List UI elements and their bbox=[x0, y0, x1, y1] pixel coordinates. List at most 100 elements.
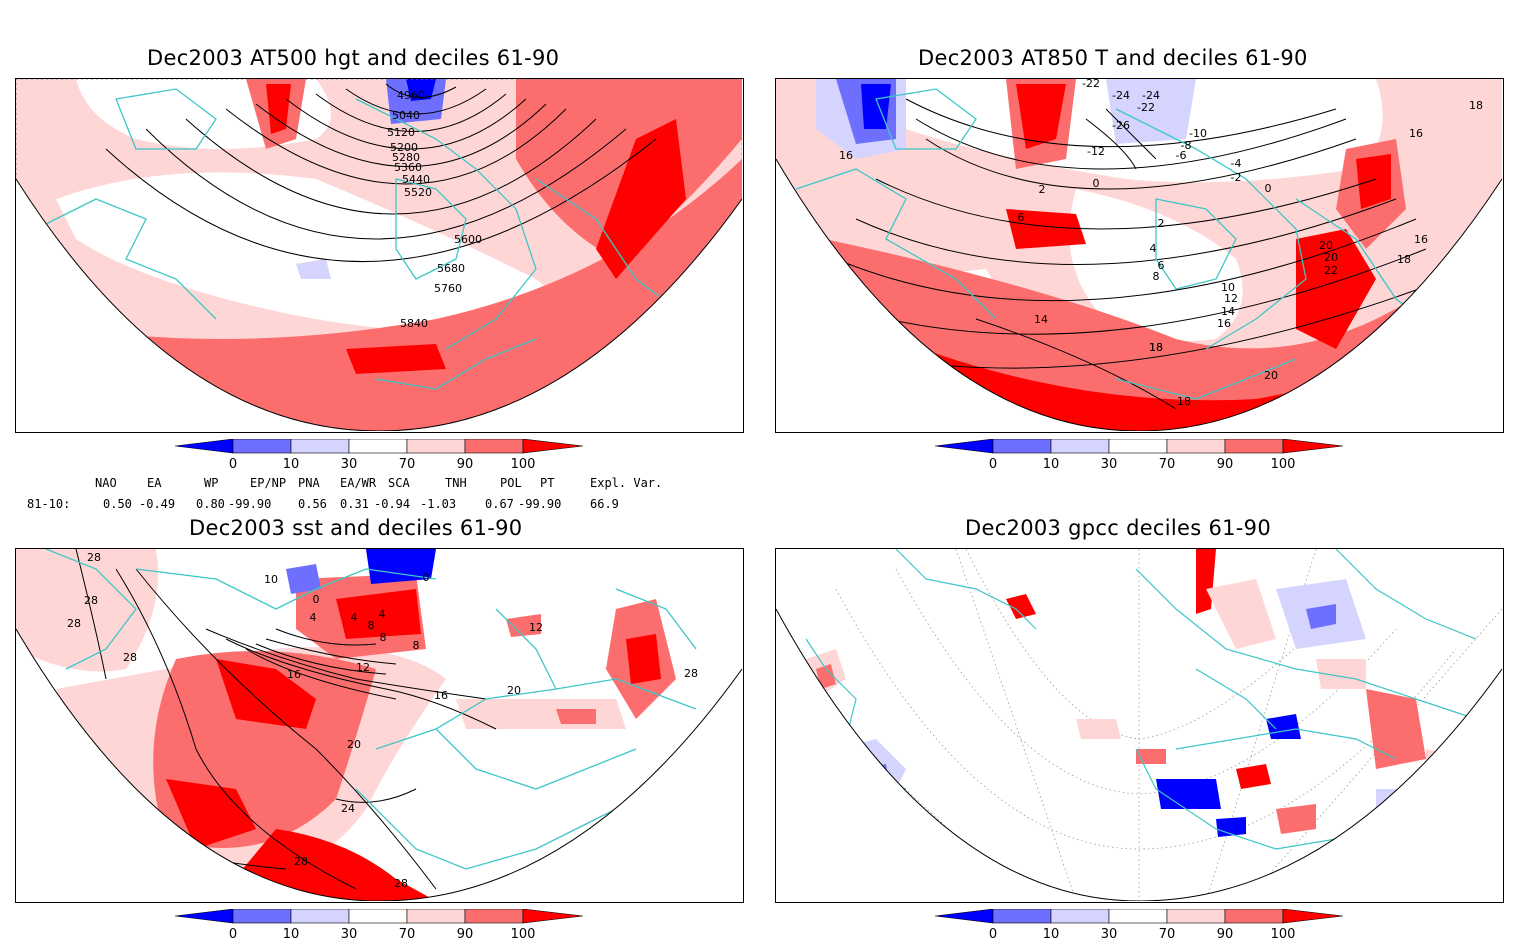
panel-title-t850: Dec2003 AT850 T and deciles 61-90 bbox=[918, 46, 1308, 70]
colorbar-tick: 90 bbox=[457, 457, 474, 471]
contour-label: -2 bbox=[1231, 171, 1242, 184]
colorbar-tick: 90 bbox=[1217, 927, 1234, 940]
contour-label: 20 bbox=[1324, 251, 1338, 264]
contour-label: 8 bbox=[368, 619, 375, 632]
contour-label: 18 bbox=[1469, 99, 1483, 112]
colorbar-swatch bbox=[174, 908, 234, 924]
colorbar-tick: 90 bbox=[457, 927, 474, 940]
colorbar-hgt: 0 10 30 70 90 100 bbox=[174, 438, 585, 472]
colorbar-tick: 30 bbox=[341, 927, 358, 940]
map-panel-gpcc bbox=[775, 548, 1504, 903]
contour-label: 20 bbox=[507, 684, 521, 697]
colorbar-tick: 0 bbox=[989, 457, 997, 471]
panel-title-gpcc: Dec2003 gpcc deciles 61-90 bbox=[965, 516, 1272, 540]
colorbar-tick: 100 bbox=[1271, 457, 1296, 471]
colorbar-tick: 100 bbox=[1271, 927, 1296, 940]
index-value-tnh: -1.03 bbox=[420, 497, 457, 511]
index-value-pol: 0.67 bbox=[485, 497, 514, 511]
contour-label: 5600 bbox=[454, 233, 482, 246]
index-value-pt: -99.90 bbox=[518, 497, 562, 511]
colorbar-swatch bbox=[174, 438, 234, 454]
index-header-tnh: TNH bbox=[445, 476, 467, 490]
contour-label: 5440 bbox=[402, 173, 430, 186]
colorbar-tick: 10 bbox=[1043, 457, 1060, 471]
colorbar-swatch bbox=[1224, 908, 1284, 924]
contour-label: 14 bbox=[1221, 305, 1235, 318]
contour-label: 6 bbox=[1018, 211, 1025, 224]
colorbar-swatch bbox=[348, 438, 408, 454]
contour-label: 4 bbox=[1150, 242, 1157, 255]
colorbar-swatch bbox=[232, 908, 292, 924]
contour-label: -8 bbox=[1181, 139, 1192, 152]
contour-label: 4 bbox=[351, 611, 358, 624]
contour-label: 8 bbox=[1153, 270, 1160, 283]
contour-label: 5840 bbox=[400, 317, 428, 330]
colorbar-swatch bbox=[522, 438, 584, 454]
colorbar-tick: 70 bbox=[1159, 457, 1176, 471]
contour-label: 18 bbox=[1149, 341, 1163, 354]
index-header-eawr: EA/WR bbox=[340, 476, 377, 490]
colorbar-swatch bbox=[1166, 908, 1226, 924]
index-header-wp: WP bbox=[204, 476, 219, 490]
colorbar-swatch bbox=[406, 908, 466, 924]
map-panel-hgt: 4960 5040 5120 5200 5280 5360 5440 5520 … bbox=[15, 78, 744, 433]
colorbar-tick: 30 bbox=[341, 457, 358, 471]
index-value-explvar: 66.9 bbox=[590, 497, 619, 511]
index-header-pol: POL bbox=[500, 476, 522, 490]
colorbar-tick: 0 bbox=[229, 457, 237, 471]
colorbar-swatch bbox=[1282, 438, 1344, 454]
index-row-label: 81-10: bbox=[27, 497, 71, 511]
contour-label: 14 bbox=[1034, 313, 1048, 326]
contour-label: -26 bbox=[1112, 119, 1130, 132]
contour-label: 12 bbox=[529, 621, 543, 634]
contour-label: 0 bbox=[1265, 182, 1272, 195]
contour-label: 0 bbox=[423, 571, 430, 584]
index-header-pt: PT bbox=[540, 476, 555, 490]
contour-label: -10 bbox=[1189, 127, 1207, 140]
contour-label: -4 bbox=[1231, 157, 1242, 170]
colorbar-swatch bbox=[232, 438, 292, 454]
index-header-ea: EA bbox=[147, 476, 162, 490]
colorbar-tick: 10 bbox=[283, 927, 300, 940]
panel-title-sst: Dec2003 sst and deciles 61-90 bbox=[189, 516, 523, 540]
contour-label: 16 bbox=[434, 689, 448, 702]
contour-label: -24 bbox=[1142, 89, 1160, 102]
contour-label: 6 bbox=[1158, 259, 1165, 272]
colorbar-gpcc: 0 10 30 70 90 100 bbox=[934, 908, 1345, 942]
panel-title-hgt: Dec2003 AT500 hgt and deciles 61-90 bbox=[147, 46, 560, 70]
contour-label: 20 bbox=[347, 738, 361, 751]
contour-label: -12 bbox=[1087, 145, 1105, 158]
colorbar-swatch bbox=[1050, 438, 1110, 454]
colorbar-swatch bbox=[1108, 438, 1168, 454]
index-value-ea: -0.49 bbox=[139, 497, 176, 511]
colorbar-swatch bbox=[934, 438, 994, 454]
index-header-sca: SCA bbox=[388, 476, 410, 490]
contour-label: 12 bbox=[356, 661, 370, 674]
contour-label: 2 bbox=[1039, 183, 1046, 196]
contour-label: 5360 bbox=[394, 161, 422, 174]
index-value-eawr: 0.31 bbox=[340, 497, 369, 511]
contour-label: 12 bbox=[1224, 292, 1238, 305]
contour-label: 5280 bbox=[392, 151, 420, 164]
contour-label: 5760 bbox=[434, 282, 462, 295]
index-value-nao: 0.50 bbox=[103, 497, 132, 511]
colorbar-swatch bbox=[290, 438, 350, 454]
colorbar-swatch bbox=[1224, 438, 1284, 454]
colorbar-tick: 30 bbox=[1101, 927, 1118, 940]
colorbar-swatch bbox=[992, 438, 1052, 454]
contour-label: -6 bbox=[1176, 149, 1187, 162]
contour-label: 16 bbox=[287, 668, 301, 681]
contour-label: 22 bbox=[1324, 264, 1338, 277]
contour-label: 4 bbox=[379, 608, 386, 621]
contour-label: 28 bbox=[684, 667, 698, 680]
contour-label: 0 bbox=[1093, 177, 1100, 190]
contour-label: 16 bbox=[1217, 317, 1231, 330]
contour-label: 18 bbox=[1397, 253, 1411, 266]
index-value-epnp: -99.90 bbox=[228, 497, 272, 511]
contour-label: -24 bbox=[1112, 89, 1130, 102]
colorbar-swatch bbox=[1050, 908, 1110, 924]
contour-label: 16 bbox=[839, 149, 853, 162]
colorbar-swatch bbox=[934, 908, 994, 924]
contour-label: 4 bbox=[310, 611, 317, 624]
contour-label: 0 bbox=[313, 593, 320, 606]
